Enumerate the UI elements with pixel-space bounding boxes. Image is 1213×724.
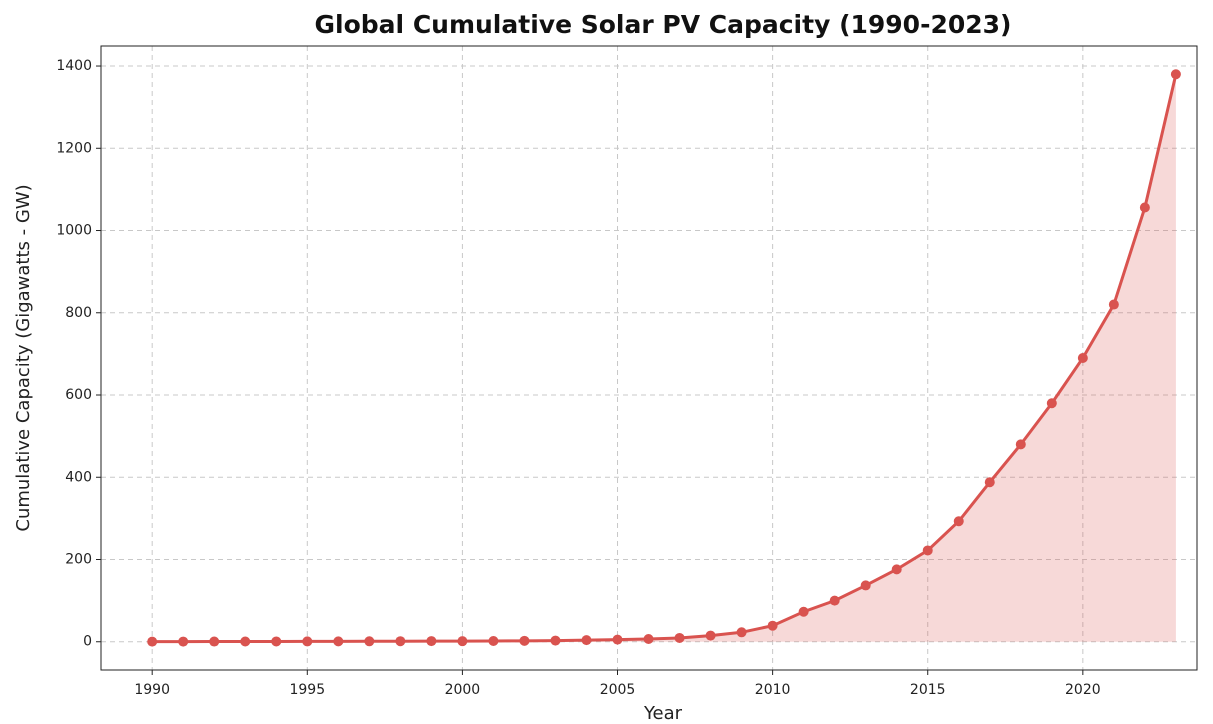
- point: [953, 516, 964, 527]
- point: [705, 630, 716, 641]
- point: [736, 627, 747, 638]
- chart-title: Global Cumulative Solar PV Capacity (199…: [315, 10, 1012, 39]
- point: [891, 564, 902, 575]
- point: [488, 636, 499, 647]
- point: [519, 635, 530, 646]
- point: [364, 636, 375, 647]
- point: [829, 595, 840, 606]
- point: [581, 635, 592, 646]
- point: [1108, 299, 1119, 310]
- y-axis-label: Cumulative Capacity (Gigawatts - GW): [13, 184, 34, 531]
- point: [240, 636, 251, 647]
- y-tick-label: 1400: [56, 58, 92, 74]
- x-tick-label: 2005: [600, 682, 636, 698]
- point: [209, 636, 220, 647]
- point: [147, 636, 158, 647]
- point: [798, 606, 809, 617]
- point: [1139, 202, 1150, 213]
- point: [550, 635, 561, 646]
- x-tick-label: 2015: [910, 682, 946, 698]
- y-tick-label: 400: [65, 469, 92, 485]
- y-tick-label: 600: [65, 387, 92, 403]
- y-tick-label: 1200: [56, 140, 92, 156]
- point: [302, 636, 313, 647]
- point: [426, 636, 437, 647]
- x-tick-label: 1995: [289, 682, 325, 698]
- x-tick-label: 2000: [445, 682, 481, 698]
- point: [612, 634, 623, 645]
- plot-frame: [100, 45, 1198, 671]
- y-tick-label: 1000: [56, 223, 92, 239]
- line: [152, 73, 1178, 644]
- x-tick-label: 2010: [755, 682, 791, 698]
- x-tick-label: 1990: [134, 682, 170, 698]
- y-tick-label: 200: [65, 552, 92, 568]
- point: [674, 632, 685, 643]
- x-tick-label: 2020: [1065, 682, 1101, 698]
- point: [643, 633, 654, 644]
- point: [860, 580, 871, 591]
- x-axis-label: Year: [643, 703, 683, 724]
- point: [333, 636, 344, 647]
- area: [152, 74, 1176, 642]
- point: [1046, 398, 1057, 409]
- point: [178, 636, 189, 647]
- point: [1077, 353, 1088, 363]
- y-tick-label: 0: [83, 634, 92, 650]
- point: [984, 477, 995, 488]
- point: [457, 636, 468, 647]
- point: [271, 636, 282, 647]
- point: [1170, 69, 1181, 80]
- point: [922, 545, 933, 556]
- point: [767, 620, 778, 631]
- y-tick-label: 800: [65, 305, 92, 321]
- point: [1015, 439, 1026, 450]
- point: [395, 636, 406, 647]
